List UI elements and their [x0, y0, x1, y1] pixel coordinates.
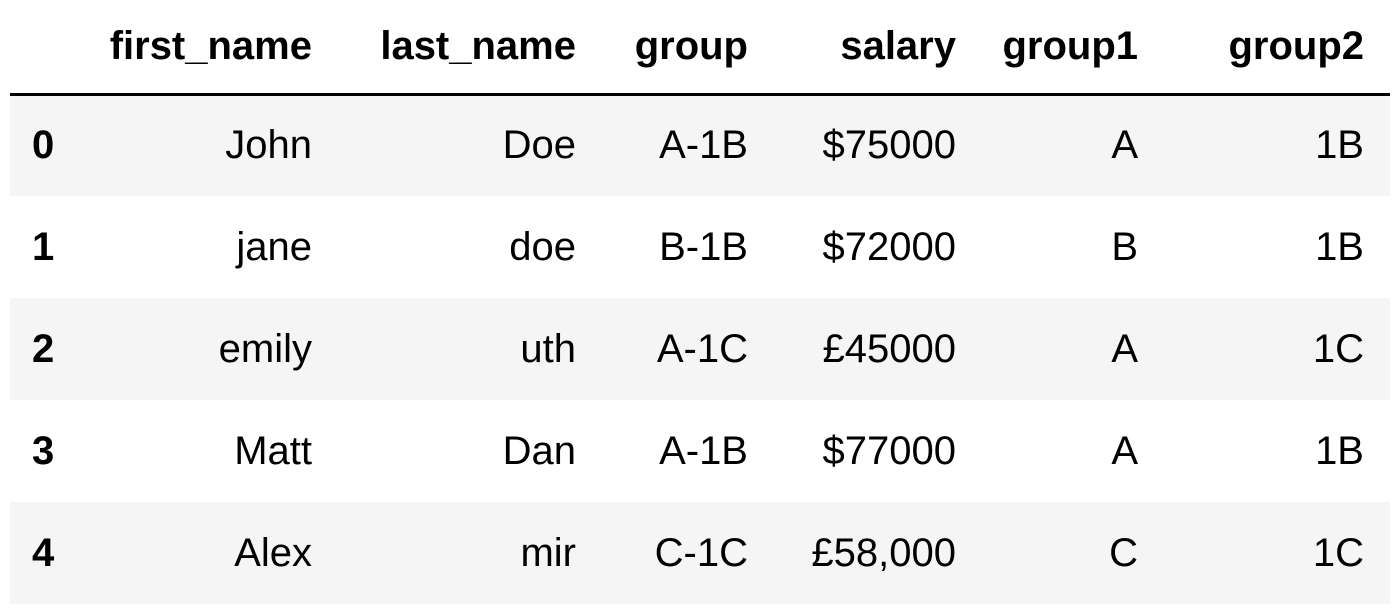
- cell-salary: $77000: [822, 428, 956, 473]
- cell-group: C-1C: [654, 530, 748, 575]
- row-index: 3: [32, 428, 55, 473]
- cell-last-name: doe: [509, 224, 576, 269]
- cell-first-name: Alex: [234, 530, 312, 575]
- table-row: 3 Matt Dan A-1B $77000 A 1B: [10, 400, 1390, 502]
- cell-last-name: uth: [520, 326, 576, 371]
- table-row: 0 John Doe A-1B $75000 A 1B: [10, 94, 1390, 196]
- cell-first-name: Matt: [234, 428, 312, 473]
- cell-last-name: mir: [520, 530, 576, 575]
- row-index: 2: [32, 326, 55, 371]
- cell-group: A-1B: [659, 428, 748, 473]
- row-index: 0: [32, 123, 55, 168]
- column-header-salary: salary: [774, 0, 982, 96]
- index-column-header: [10, 0, 86, 96]
- cell-last-name: Doe: [502, 123, 576, 168]
- cell-salary: £58,000: [811, 530, 956, 575]
- column-header-group2: group2: [1164, 0, 1390, 96]
- column-header-last-name: last_name: [338, 0, 602, 96]
- table-body: 0 John Doe A-1B $75000 A 1B 1 jane doe B…: [10, 94, 1390, 604]
- cell-last-name: Dan: [502, 428, 576, 473]
- cell-first-name: John: [225, 123, 312, 168]
- row-index: 4: [32, 530, 55, 575]
- cell-group1: A: [1111, 326, 1138, 371]
- row-index: 1: [32, 224, 55, 269]
- cell-salary: $75000: [822, 123, 956, 168]
- dataframe-table: first_name last_name group salary group1…: [10, 0, 1390, 604]
- cell-salary: $72000: [822, 224, 956, 269]
- table-header: first_name last_name group salary group1…: [10, 0, 1390, 96]
- cell-salary: £45000: [822, 326, 956, 371]
- cell-group1: B: [1111, 224, 1138, 269]
- column-header-group1: group1: [982, 0, 1164, 96]
- header-row: first_name last_name group salary group1…: [10, 0, 1390, 96]
- cell-group2: 1C: [1312, 326, 1364, 371]
- cell-first-name: emily: [218, 326, 312, 371]
- cell-group1: A: [1111, 428, 1138, 473]
- cell-group1: C: [1109, 530, 1138, 575]
- table-row: 4 Alex mir C-1C £58,000 C 1C: [10, 502, 1390, 604]
- cell-group: B-1B: [659, 224, 748, 269]
- cell-group2: 1B: [1315, 123, 1364, 168]
- table-row: 1 jane doe B-1B $72000 B 1B: [10, 196, 1390, 298]
- table-row: 2 emily uth A-1C £45000 A 1C: [10, 298, 1390, 400]
- cell-group2: 1B: [1315, 428, 1364, 473]
- cell-group2: 1B: [1315, 224, 1364, 269]
- column-header-first-name: first_name: [86, 0, 338, 96]
- cell-group1: A: [1111, 123, 1138, 168]
- cell-group2: 1C: [1312, 530, 1364, 575]
- column-header-group: group: [602, 0, 774, 96]
- cell-group: A-1B: [659, 123, 748, 168]
- cell-first-name: jane: [236, 224, 312, 269]
- cell-group: A-1C: [656, 326, 748, 371]
